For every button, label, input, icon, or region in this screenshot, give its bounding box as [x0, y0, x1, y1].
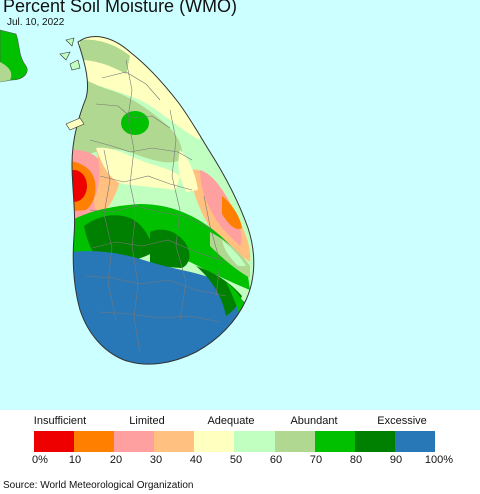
- legend-tick: 100%: [424, 454, 454, 466]
- page-title: Percent Soil Moisture (WMO): [3, 0, 238, 16]
- map-date: Jul. 10, 2022: [7, 17, 65, 28]
- legend-swatch-4: [194, 431, 235, 452]
- legend-tick: 30: [149, 454, 163, 466]
- legend-swatch-7: [314, 431, 355, 452]
- legend-swatch-5: [234, 431, 275, 452]
- legend-category-excessive: Excessive: [377, 415, 427, 427]
- mannar-island: [65, 117, 85, 131]
- legend-tick: 10: [68, 454, 82, 466]
- legend-tick: 90: [389, 454, 403, 466]
- sri-lanka-outline: [71, 36, 255, 365]
- legend-tick: 40: [189, 454, 203, 466]
- legend-swatch-9: [394, 431, 435, 452]
- northern-islets: [59, 37, 81, 71]
- source-credit: Source: World Meteorological Organizatio…: [3, 480, 194, 491]
- legend-swatch-6: [274, 431, 315, 452]
- legend-tick: 80: [349, 454, 363, 466]
- legend-tick: 50: [229, 454, 243, 466]
- ocean: [0, 0, 480, 410]
- map-panel: Percent Soil Moisture (WMO) Jul. 10, 202…: [0, 0, 480, 410]
- soil-moisture-map: [0, 0, 480, 410]
- legend-color-bar: [34, 431, 435, 452]
- legend-swatch-2: [114, 431, 155, 452]
- legend-swatch-0: [34, 431, 75, 452]
- legend-swatch-1: [74, 431, 115, 452]
- legend-tick: 60: [269, 454, 283, 466]
- legend-category-limited: Limited: [129, 415, 165, 427]
- moisture-zones: [72, 36, 254, 365]
- legend-category-abundant: Abundant: [290, 415, 338, 427]
- legend-tick: 70: [309, 454, 323, 466]
- legend-swatch-3: [154, 431, 195, 452]
- legend-category-insufficient: Insufficient: [33, 415, 87, 427]
- district-boundaries: [85, 59, 227, 353]
- legend-tick: 20: [109, 454, 123, 466]
- legend-category-adequate: Adequate: [207, 415, 255, 427]
- india-coast-pale: [0, 62, 12, 82]
- legend-swatch-8: [354, 431, 395, 452]
- legend: Insufficient Limited Adequate Abundant E…: [0, 410, 480, 494]
- legend-tick: 0%: [32, 454, 48, 466]
